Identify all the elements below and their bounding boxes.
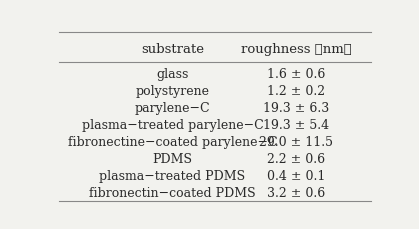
Text: glass: glass: [156, 68, 189, 81]
Text: 3.2 ± 0.6: 3.2 ± 0.6: [267, 186, 325, 199]
Text: roughness （nm）: roughness （nm）: [241, 43, 351, 56]
Text: PDMS: PDMS: [153, 152, 192, 165]
Text: parylene−C: parylene−C: [135, 102, 210, 114]
Text: 29.0 ± 11.5: 29.0 ± 11.5: [259, 135, 333, 148]
Text: 2.2 ± 0.6: 2.2 ± 0.6: [267, 152, 325, 165]
Text: plasma−treated PDMS: plasma−treated PDMS: [99, 169, 246, 182]
Text: 0.4 ± 0.1: 0.4 ± 0.1: [267, 169, 325, 182]
Text: fibronectine−coated parylene−C: fibronectine−coated parylene−C: [68, 135, 277, 148]
Text: 19.3 ± 5.4: 19.3 ± 5.4: [263, 119, 329, 131]
Text: polystyrene: polystyrene: [135, 85, 210, 98]
Text: 1.6 ± 0.6: 1.6 ± 0.6: [267, 68, 325, 81]
Text: 19.3 ± 6.3: 19.3 ± 6.3: [263, 102, 329, 114]
Text: plasma−treated parylene−C: plasma−treated parylene−C: [82, 119, 264, 131]
Text: fibronectin−coated PDMS: fibronectin−coated PDMS: [89, 186, 256, 199]
Text: substrate: substrate: [141, 43, 204, 56]
Text: 1.2 ± 0.2: 1.2 ± 0.2: [267, 85, 325, 98]
